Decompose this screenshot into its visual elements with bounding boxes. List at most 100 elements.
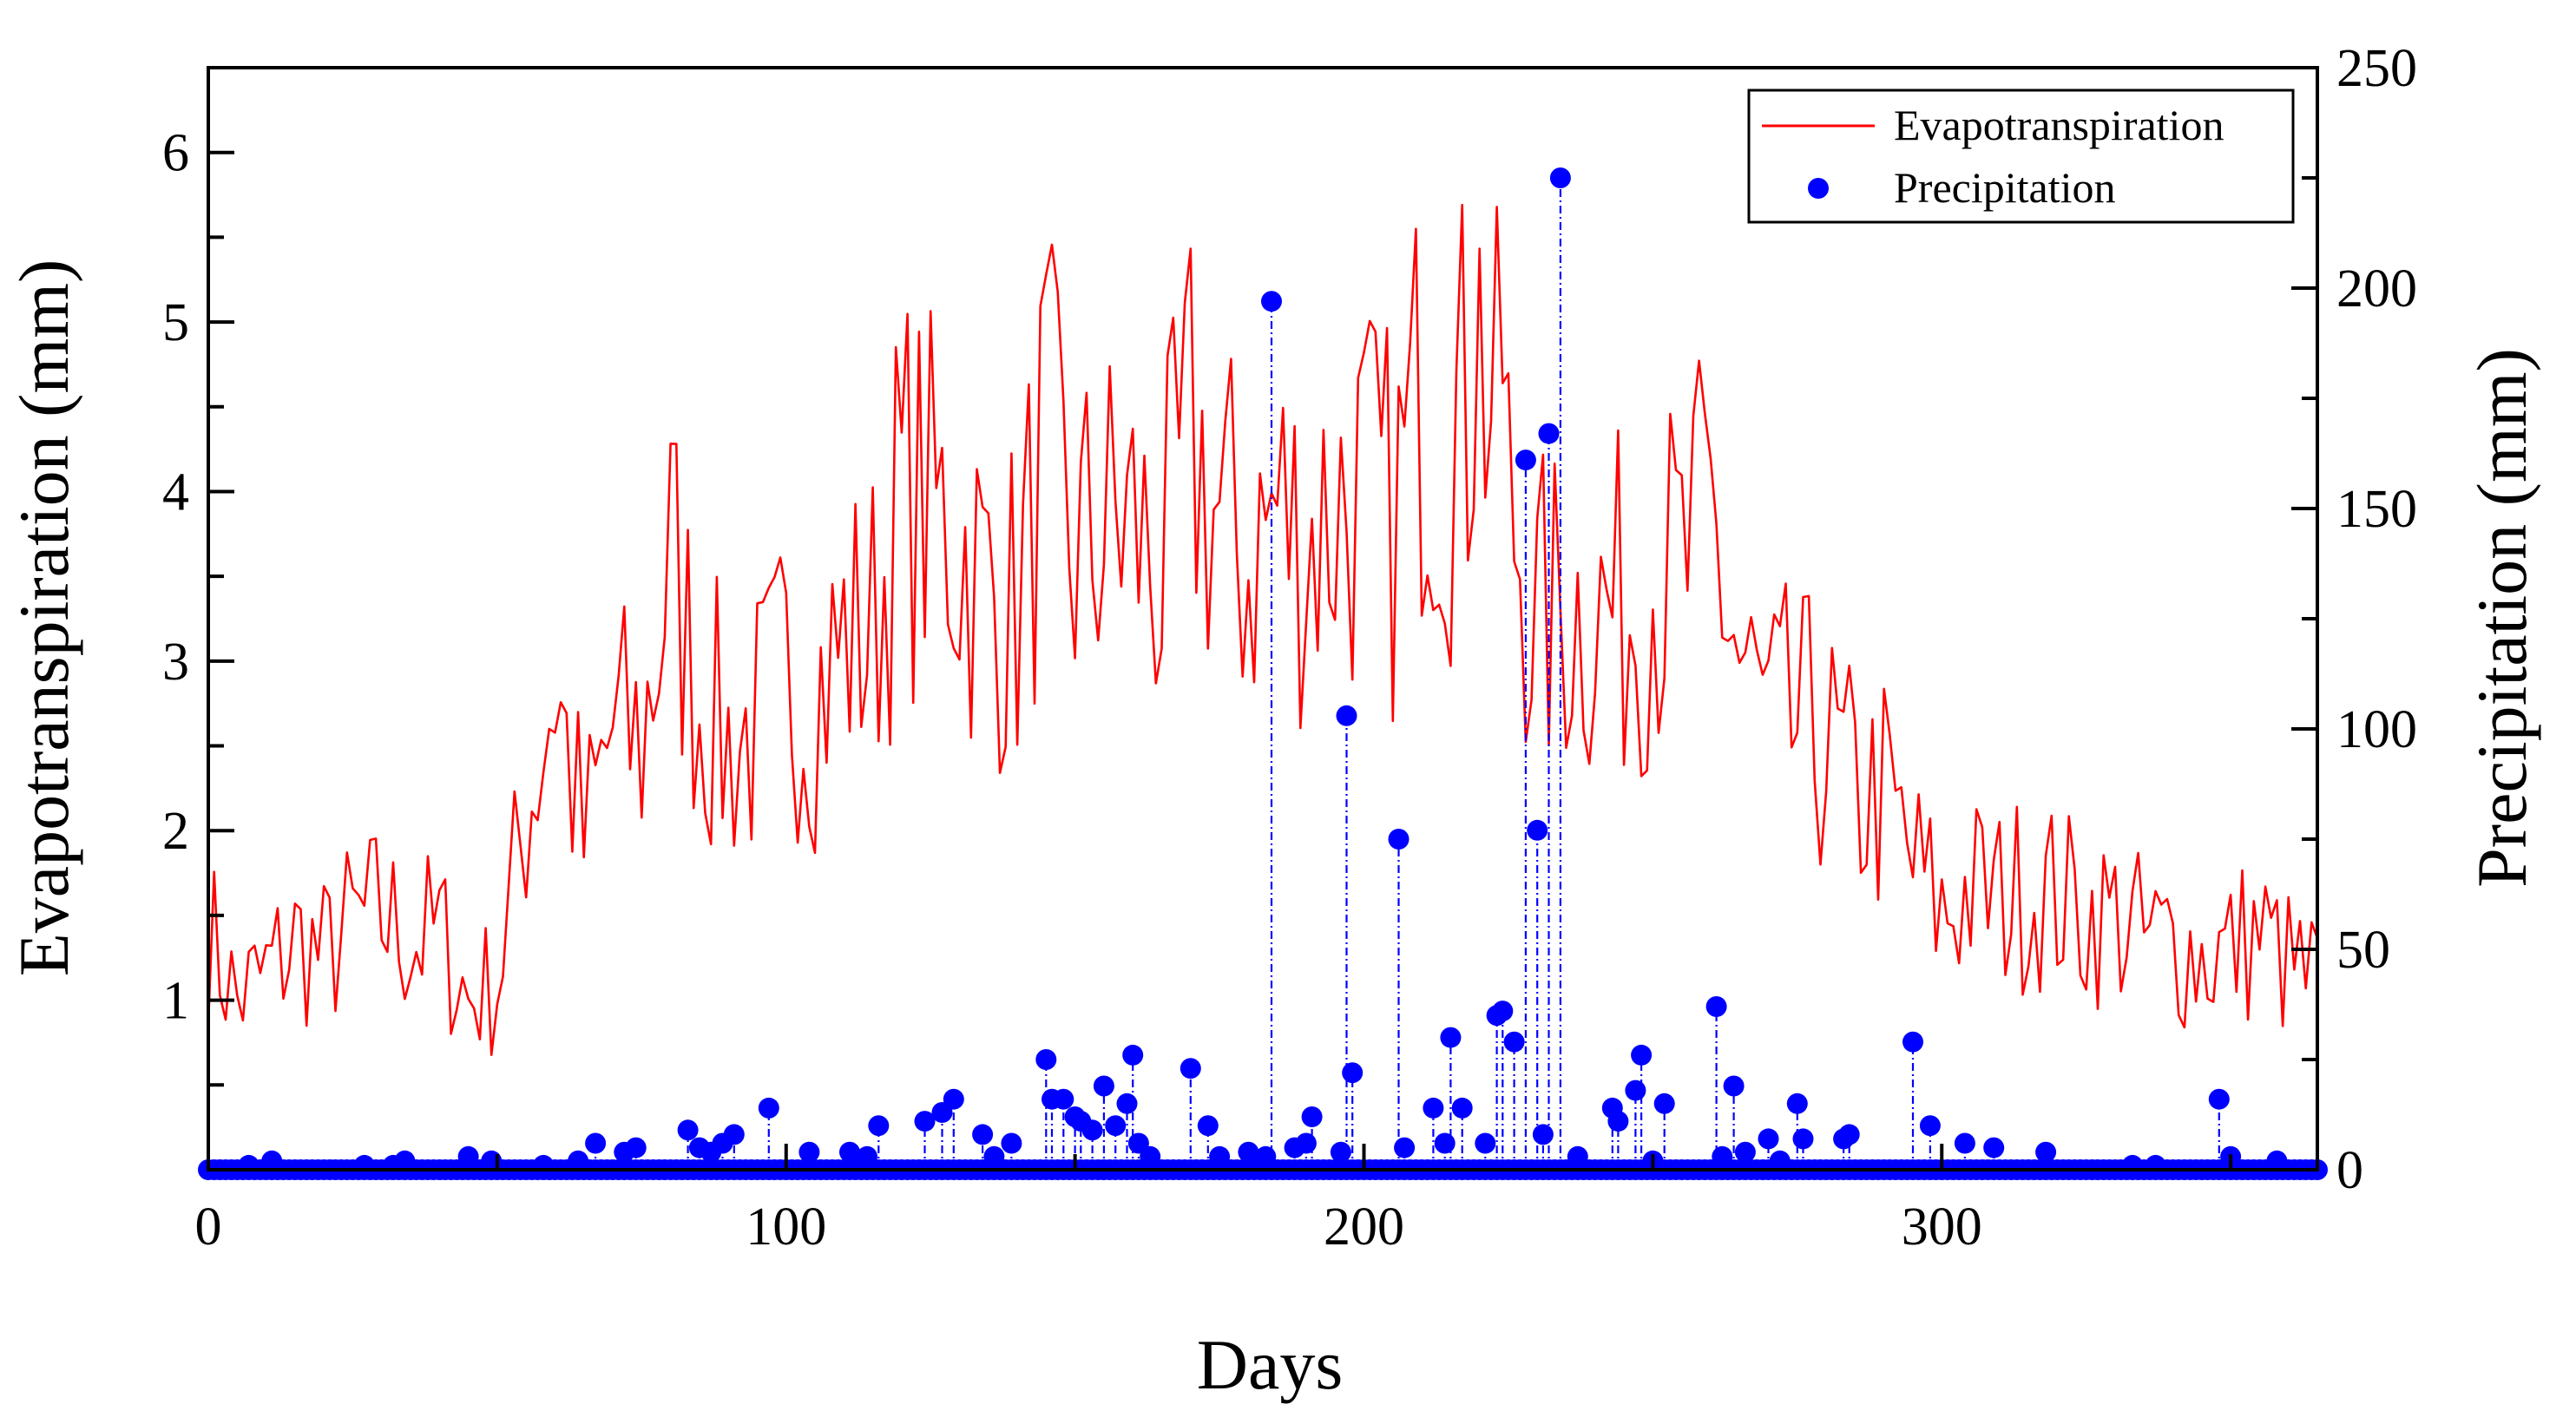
precipitation-point (1197, 1115, 1219, 1137)
precipitation-point (261, 1150, 283, 1171)
precipitation-point (798, 1141, 820, 1163)
precipitation-point (868, 1115, 890, 1137)
precipitation-point (1105, 1115, 1127, 1137)
precipitation-point (1902, 1031, 1923, 1053)
evapotranspiration-series (207, 203, 2319, 1056)
x-tick-label: 200 (1324, 1198, 1404, 1257)
precipitation-point (1451, 1097, 1473, 1119)
precipitation-point (1503, 1031, 1525, 1053)
precipitation-point (1295, 1132, 1317, 1154)
precipitation-point (2266, 1150, 2288, 1171)
precipitation-point (723, 1124, 745, 1145)
precipitation-point (1261, 291, 1282, 312)
precipitation-point (1515, 450, 1536, 471)
precipitation-point (1838, 1124, 1860, 1145)
precipitation-point (1440, 1027, 1462, 1048)
precipitation-point (1538, 423, 1560, 444)
precipitation-point (1035, 1049, 1057, 1070)
precipitation-point (1093, 1075, 1114, 1097)
precipitation-point (1140, 1145, 1161, 1167)
precipitation-point (1053, 1088, 1074, 1110)
precipitation-point (1492, 1001, 1514, 1022)
precipitation-point (1255, 1145, 1277, 1167)
legend-precip-label: Precipitation (1894, 163, 2116, 212)
right-y-tick-label: 150 (2336, 480, 2417, 539)
precipitation-point (1342, 1062, 1364, 1084)
precipitation-point (1209, 1145, 1231, 1167)
x-tick-label: 0 (195, 1198, 222, 1257)
left-y-tick-label: 3 (162, 633, 189, 692)
precipitation-point (1954, 1132, 1975, 1154)
precipitation-point (1394, 1137, 1416, 1158)
left-y-axis-label: Evapotranspiration (mm) (4, 259, 83, 977)
precipitation-point (1631, 1044, 1653, 1066)
tick-labels: 0 100 200 300 1 2 3 4 5 6 0 50 100 150 200 250 (162, 39, 2417, 1257)
legend: Evapotranspiration Precipitation (1747, 89, 2295, 224)
plot-frame (207, 66, 2319, 1171)
evapotranspiration-line (207, 203, 2319, 1056)
precipitation-point (1238, 1141, 1259, 1163)
precipitation-point (1081, 1119, 1103, 1141)
precipitation-point (1705, 996, 1727, 1017)
left-y-tick-label: 4 (162, 463, 189, 522)
precipitation-point (1919, 1115, 1941, 1137)
x-axis-label: Days (1197, 1325, 1344, 1404)
precipitation-point (1769, 1150, 1791, 1171)
precipitation-point (1180, 1058, 1201, 1079)
precipitation-stems (247, 178, 2278, 1170)
precipitation-point (1527, 819, 1548, 841)
precipitation-point (1983, 1137, 2005, 1158)
precipitation-point (2035, 1141, 2057, 1163)
right-y-tick-label: 100 (2336, 700, 2417, 759)
precipitation-point (1653, 1093, 1675, 1114)
precipitation-point (2208, 1088, 2230, 1110)
right-y-axis-label: Precipitation (mm) (2462, 348, 2541, 888)
precipitation-point (1330, 1141, 1351, 1163)
right-y-tick-label: 250 (2336, 39, 2417, 98)
precipitation-point (1792, 1128, 1814, 1150)
precipitation-point (1734, 1141, 1756, 1163)
precipitation-point (625, 1137, 647, 1158)
precipitation-point (1532, 1124, 1554, 1145)
precipitation-point (677, 1119, 699, 1141)
precipitation-point (1475, 1132, 1496, 1154)
precipitation-point (1336, 705, 1357, 726)
left-y-tick-label: 1 (162, 972, 189, 1031)
right-y-tick-label: 200 (2336, 259, 2417, 318)
left-y-tick-label: 5 (162, 293, 189, 352)
precipitation-point (394, 1150, 416, 1171)
precipitation-point (533, 1154, 555, 1176)
precipitation-point (914, 1111, 936, 1132)
precipitation-point (1116, 1093, 1138, 1114)
precipitation-point (839, 1141, 860, 1163)
precipitation-point (857, 1145, 877, 1167)
precipitation-point (1567, 1145, 1588, 1167)
precipitation-point (943, 1088, 964, 1110)
precipitation-point (1625, 1079, 1646, 1101)
legend-precip-swatch (1808, 178, 1829, 199)
precipitation-point (972, 1124, 994, 1145)
precipitation-point (238, 1154, 260, 1176)
precipitation-point (1712, 1145, 1733, 1167)
x-tick-label: 100 (746, 1198, 826, 1257)
precipitation-point (568, 1150, 589, 1171)
precipitation-point (1122, 1044, 1144, 1066)
precipitation-point (1301, 1106, 1323, 1127)
precipitation-point (983, 1145, 1005, 1167)
precipitation-point (1423, 1097, 1444, 1119)
precipitation-point (1758, 1128, 1779, 1150)
left-y-tick-label: 6 (162, 124, 189, 183)
legend-box (1747, 89, 2295, 224)
precipitation-point (457, 1145, 479, 1167)
precipitation-point (1723, 1075, 1745, 1097)
precipitation-point (1607, 1111, 1629, 1132)
x-tick-label: 300 (1902, 1198, 1982, 1257)
left-y-tick-label: 2 (162, 802, 189, 861)
right-y-tick-label: 0 (2336, 1141, 2363, 1200)
precipitation-point (758, 1097, 779, 1119)
precipitation-point (1388, 829, 1410, 850)
precipitation-points (198, 167, 2328, 1180)
precipitation-point (1786, 1093, 1808, 1114)
precipitation-point (1549, 167, 1571, 188)
